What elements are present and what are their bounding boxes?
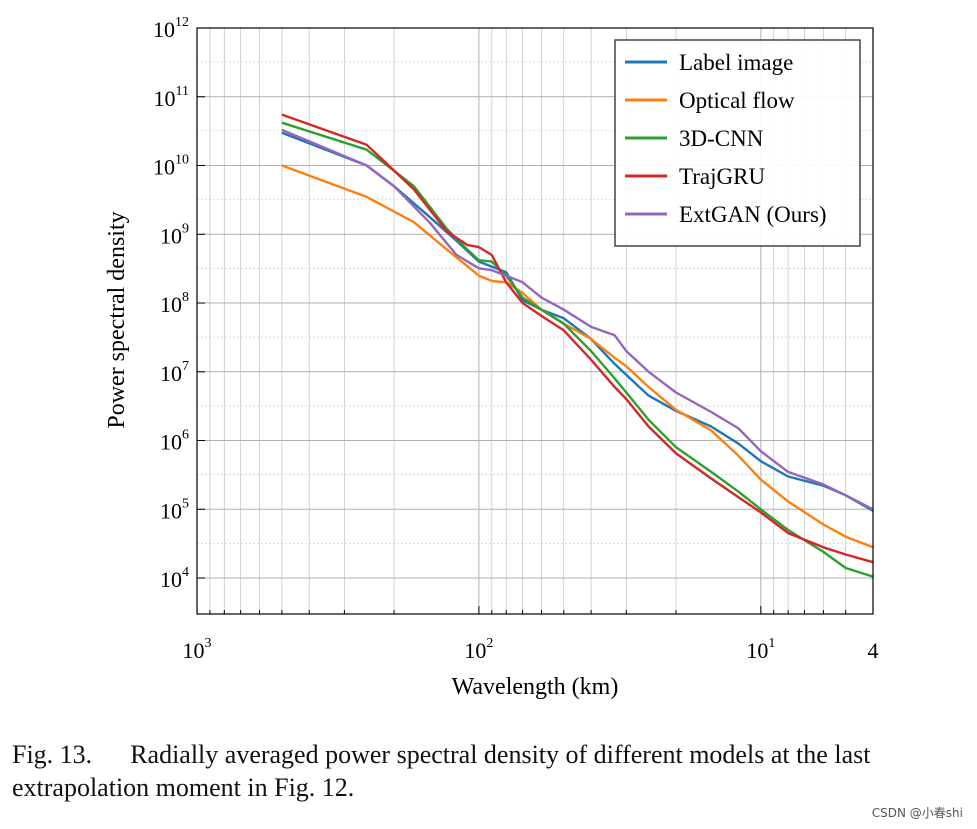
legend-label: ExtGAN (Ours)	[679, 202, 827, 227]
x-tick-labels: 103 102 101 4	[183, 636, 879, 663]
legend-label: Label image	[679, 50, 793, 75]
y-tick-label: 1012	[153, 15, 189, 42]
y-tick-label: 105	[160, 496, 189, 523]
legend-label: Optical flow	[679, 88, 795, 113]
series-line-3d-cnn	[281, 121, 874, 578]
x-tick-label: 4	[868, 638, 879, 663]
caption-text: Radially averaged power spectral density…	[12, 740, 871, 802]
legend-label: TrajGRU	[679, 164, 765, 189]
series-line-optical-flow	[281, 164, 874, 549]
y-tick-label: 1010	[153, 153, 189, 180]
y-tick-labels: 104 105 106 107 108 109 1010 1011 1012	[153, 15, 189, 592]
caption-label: Fig. 13.	[12, 740, 93, 769]
psd-chart: 104 105 106 107 108 109 1010 1011 1012 103 102 101…	[104, 15, 879, 700]
y-tick-label: 109	[160, 221, 189, 248]
x-tick-label: 101	[746, 636, 775, 663]
y-tick-label: 108	[160, 290, 189, 317]
series-line-label-image	[281, 131, 874, 512]
plot-frame	[196, 27, 874, 615]
series-lines	[281, 113, 874, 578]
y-tick-label: 107	[160, 359, 189, 386]
series-line-trajgru	[281, 113, 874, 564]
series-line-extgan-ours-	[281, 128, 874, 511]
legend: Label image Optical flow 3D-CNN TrajGRU ExtG…	[614, 39, 861, 247]
x-tick-label: 103	[183, 636, 212, 663]
legend-box	[614, 39, 861, 247]
figure-caption: Fig. 13. Radially averaged power spectral…	[12, 738, 972, 804]
legend-label: 3D-CNN	[679, 126, 764, 151]
x-tick-label: 102	[464, 636, 493, 663]
axis-ticks	[196, 27, 874, 614]
y-tick-label: 106	[160, 428, 189, 455]
watermark: CSDN @小春shi	[871, 806, 963, 820]
y-tick-label: 104	[160, 565, 189, 592]
y-axis-label: Power spectral density	[104, 211, 130, 428]
x-axis-label: Wavelength (km)	[452, 674, 619, 700]
y-tick-label: 1011	[154, 84, 189, 111]
